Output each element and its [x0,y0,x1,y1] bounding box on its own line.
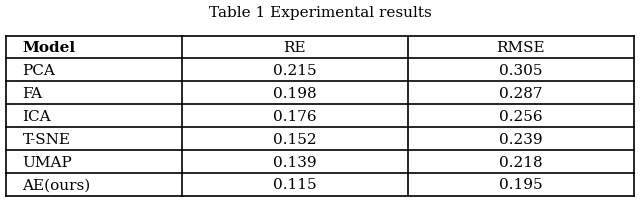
Text: RE: RE [284,41,306,55]
Text: RMSE: RMSE [497,41,545,55]
Text: 0.305: 0.305 [499,64,543,78]
Text: 0.198: 0.198 [273,86,317,100]
Text: AE(ours): AE(ours) [22,178,91,191]
Text: UMAP: UMAP [22,155,72,169]
Text: 0.218: 0.218 [499,155,543,169]
Text: 0.215: 0.215 [273,64,317,78]
Text: FA: FA [22,86,42,100]
Text: PCA: PCA [22,64,55,78]
Text: T-SNE: T-SNE [22,132,70,146]
Text: 0.256: 0.256 [499,109,543,123]
Text: 0.152: 0.152 [273,132,317,146]
Text: 0.139: 0.139 [273,155,317,169]
Text: Table 1 Experimental results: Table 1 Experimental results [209,6,431,20]
Text: 0.195: 0.195 [499,178,543,191]
Text: 0.239: 0.239 [499,132,543,146]
Text: 0.115: 0.115 [273,178,317,191]
Text: Model: Model [22,41,76,55]
Text: 0.176: 0.176 [273,109,317,123]
Text: 0.287: 0.287 [499,86,543,100]
Text: ICA: ICA [22,109,51,123]
